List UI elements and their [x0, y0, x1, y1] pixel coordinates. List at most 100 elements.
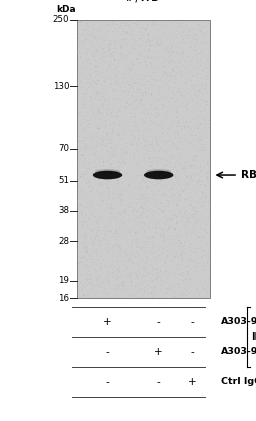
Point [198, 110, 202, 117]
Point [142, 54, 146, 61]
Point [151, 120, 155, 126]
Point [82, 90, 86, 97]
Point [105, 201, 109, 208]
Point [184, 119, 188, 125]
Point [165, 268, 169, 274]
Point [160, 52, 164, 59]
Point [92, 259, 96, 266]
Point [123, 118, 127, 125]
Point [165, 42, 169, 49]
Point [77, 82, 81, 89]
Point [112, 191, 116, 197]
Point [187, 281, 191, 288]
Point [125, 107, 130, 113]
Point [174, 160, 178, 167]
Point [90, 29, 94, 36]
Point [147, 126, 152, 133]
Point [203, 253, 207, 259]
Point [135, 96, 139, 103]
Point [97, 96, 101, 103]
Point [170, 58, 174, 64]
Point [102, 225, 106, 232]
Point [143, 205, 147, 212]
Point [201, 203, 205, 210]
Point [89, 93, 93, 100]
Point [198, 75, 202, 82]
Point [89, 144, 93, 151]
Point [133, 113, 137, 120]
Point [189, 140, 193, 147]
Point [85, 147, 89, 154]
Point [206, 252, 210, 259]
Point [85, 142, 89, 149]
Point [187, 143, 191, 149]
Point [77, 216, 81, 222]
Point [84, 49, 88, 56]
Point [154, 71, 158, 78]
Point [103, 54, 107, 61]
Point [137, 104, 141, 111]
Point [199, 102, 203, 109]
Point [185, 70, 189, 77]
Point [138, 29, 142, 36]
Point [142, 46, 146, 53]
Point [156, 128, 160, 135]
Point [107, 178, 111, 185]
Point [124, 234, 128, 240]
Point [113, 49, 117, 56]
Point [157, 147, 161, 154]
Point [158, 177, 163, 184]
Point [130, 58, 134, 65]
Point [195, 47, 199, 53]
Point [206, 197, 210, 204]
Point [98, 266, 102, 272]
Point [165, 253, 169, 260]
Point [175, 213, 179, 220]
Point [159, 282, 164, 289]
Point [142, 228, 146, 235]
Point [142, 278, 146, 285]
Point [123, 26, 127, 33]
Point [185, 67, 189, 74]
Point [155, 113, 159, 120]
Point [85, 262, 89, 269]
Point [175, 179, 179, 185]
Point [91, 65, 95, 72]
Point [154, 64, 158, 70]
Point [76, 189, 80, 196]
Point [175, 105, 179, 112]
Point [168, 271, 172, 278]
Point [138, 163, 143, 170]
Point [175, 63, 179, 69]
Point [170, 282, 174, 288]
Point [127, 219, 132, 226]
Point [139, 97, 143, 104]
Point [188, 110, 192, 117]
Point [131, 98, 135, 105]
Point [113, 238, 117, 245]
Point [200, 48, 204, 55]
Point [151, 276, 155, 283]
Point [133, 154, 137, 161]
Point [100, 232, 104, 238]
Point [86, 135, 90, 142]
Point [117, 287, 121, 294]
Point [207, 120, 211, 127]
Point [86, 255, 90, 261]
Point [79, 279, 83, 285]
Point [113, 132, 117, 139]
Point [106, 43, 110, 50]
Point [179, 272, 183, 278]
Point [153, 217, 157, 224]
Point [125, 150, 129, 157]
Point [118, 37, 122, 44]
Point [193, 34, 197, 41]
Point [170, 248, 174, 255]
Point [186, 192, 190, 198]
Point [133, 237, 137, 243]
Point [125, 252, 129, 258]
Point [142, 120, 146, 127]
Point [82, 128, 86, 134]
Point [178, 146, 182, 153]
Point [119, 198, 123, 205]
